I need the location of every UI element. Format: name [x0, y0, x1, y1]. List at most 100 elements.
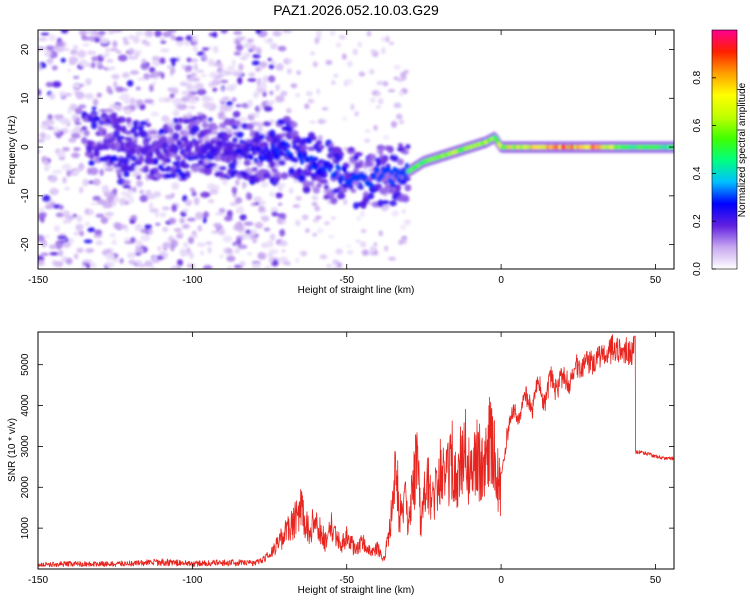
heatmap-cell — [163, 97, 172, 103]
heatmap-cell — [219, 122, 227, 129]
heatmap-cell — [150, 111, 159, 117]
heatmap-cell — [38, 259, 45, 266]
spectrogram-ylabel: Frequency (Hz) — [7, 116, 18, 185]
heatmap-cell — [403, 173, 408, 180]
y-tick-label: 10 — [20, 92, 31, 104]
heatmap-cell — [162, 124, 169, 131]
heatmap-cell — [397, 176, 402, 183]
heatmap-cell — [139, 189, 145, 194]
heatmap-cell — [390, 120, 398, 128]
heatmap-cell — [210, 138, 215, 145]
heatmap-cell — [305, 171, 313, 177]
heatmap-cell — [348, 146, 355, 152]
heatmap-cell — [374, 183, 382, 190]
heatmap-cell — [176, 233, 184, 239]
heatmap-cell — [133, 138, 138, 145]
heatmap-cell — [388, 256, 397, 261]
heatmap-cell — [352, 48, 358, 56]
heatmap-cell — [393, 172, 399, 179]
heatmap-cell — [269, 42, 279, 50]
x-tick-label: 0 — [498, 575, 504, 586]
heatmap-cell — [38, 88, 42, 96]
heatmap-cell — [360, 228, 367, 234]
heatmap-cell — [152, 135, 158, 139]
heatmap-cell — [235, 104, 242, 108]
heatmap-cell — [132, 186, 137, 193]
heatmap-cell — [387, 89, 396, 93]
heatmap-cell — [175, 36, 184, 42]
heatmap-cell — [125, 141, 130, 148]
heatmap-cell — [375, 167, 380, 173]
heatmap-cell — [232, 110, 241, 118]
heatmap-cell — [218, 228, 226, 236]
heatmap-cell — [323, 220, 330, 226]
heatmap-cell — [362, 196, 370, 205]
heatmap-cell — [271, 211, 279, 217]
heatmap-cell — [268, 129, 276, 138]
heatmap-cell — [55, 212, 65, 218]
snr-x-axis: -150 -100 -50 0 50 — [28, 332, 661, 586]
heatmap-cell — [256, 122, 265, 127]
heatmap-cell — [216, 73, 224, 79]
heatmap-cell — [315, 35, 322, 40]
heatmap-cell — [81, 36, 91, 41]
heatmap-cell — [259, 133, 265, 140]
heatmap-cell — [370, 49, 378, 54]
heatmap-cell — [231, 169, 239, 175]
heatmap-cell — [94, 229, 103, 236]
heatmap-cell — [71, 152, 80, 159]
heatmap-cell — [191, 191, 197, 197]
heatmap-cell — [135, 239, 143, 247]
heatmap-cell — [195, 119, 201, 126]
heatmap-cell — [150, 265, 156, 269]
heatmap-cell — [231, 59, 236, 67]
heatmap-cell — [232, 137, 238, 143]
heatmap-cell — [387, 145, 394, 154]
heatmap-cell — [84, 208, 90, 215]
heatmap-cell — [48, 59, 53, 66]
heatmap-cell — [155, 222, 161, 226]
heatmap-cell — [44, 234, 50, 239]
heatmap-cell — [148, 84, 154, 92]
heatmap-cell — [88, 140, 96, 147]
heatmap-cell — [220, 30, 228, 34]
heatmap-cell — [293, 157, 298, 164]
heatmap-cell — [199, 251, 205, 255]
heatmap-cell — [335, 42, 342, 48]
heatmap-cell — [60, 57, 66, 63]
heatmap-cell — [184, 199, 193, 207]
heatmap-cell — [234, 119, 241, 126]
heatmap-cell — [162, 241, 172, 249]
heatmap-cell — [233, 30, 242, 35]
heatmap-cell — [377, 98, 384, 105]
heatmap-cell — [197, 224, 203, 232]
y-tick-label: 3000 — [20, 435, 31, 458]
heatmap-cell — [201, 95, 211, 102]
heatmap-cell — [100, 112, 108, 120]
heatmap-cell — [219, 98, 225, 103]
heatmap-cell — [47, 126, 55, 130]
heatmap-cell — [207, 58, 215, 67]
heatmap-cell — [72, 75, 80, 80]
heatmap-cell — [314, 206, 321, 212]
heatmap-cell — [58, 91, 67, 96]
heatmap-cell — [106, 142, 112, 148]
heatmap-cell — [112, 257, 119, 263]
heatmap-cell — [393, 76, 399, 81]
heatmap-cell — [141, 39, 148, 45]
heatmap-cell — [384, 245, 389, 252]
heatmap-cell — [225, 155, 235, 162]
heatmap-cell — [227, 65, 235, 71]
heatmap-cell — [54, 242, 63, 250]
heatmap-cell — [264, 265, 271, 269]
heatmap-cell — [192, 41, 199, 45]
heatmap-cell — [226, 248, 233, 254]
heatmap-cell — [113, 30, 123, 33]
heatmap-cell — [190, 151, 195, 158]
heatmap-cell — [382, 155, 389, 163]
heatmap-cell — [311, 195, 319, 201]
heatmap-cell — [255, 91, 260, 98]
heatmap-cell — [262, 75, 270, 83]
heatmap-cell — [148, 66, 156, 74]
heatmap-cell — [70, 49, 78, 55]
